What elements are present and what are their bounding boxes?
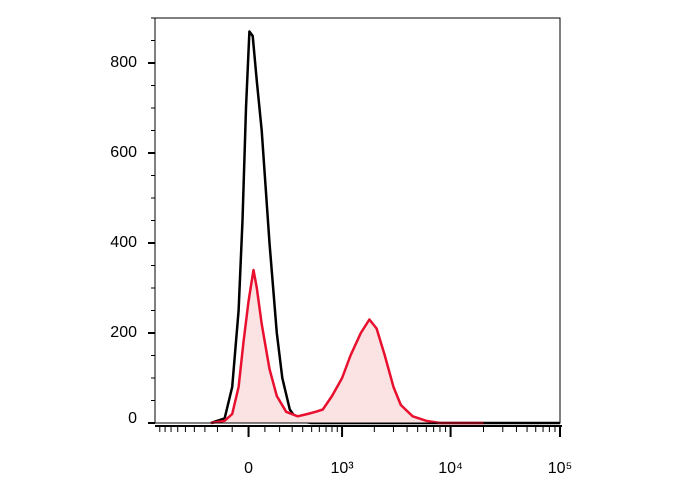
y-tick-label: 800 — [110, 54, 137, 71]
x-tick-label: 0 — [244, 460, 253, 477]
area — [210, 270, 484, 423]
histogram-line — [210, 268, 484, 425]
x-tick-label: 10³ — [331, 460, 355, 477]
y-tick-label: 400 — [110, 234, 137, 251]
y-tick-label: 600 — [110, 144, 137, 161]
x-tick-label: 10⁵ — [548, 460, 572, 477]
y-tick-label: 200 — [110, 324, 137, 341]
x-tick-label: 10⁴ — [438, 460, 463, 477]
y-tick-label: 0 — [128, 410, 137, 427]
